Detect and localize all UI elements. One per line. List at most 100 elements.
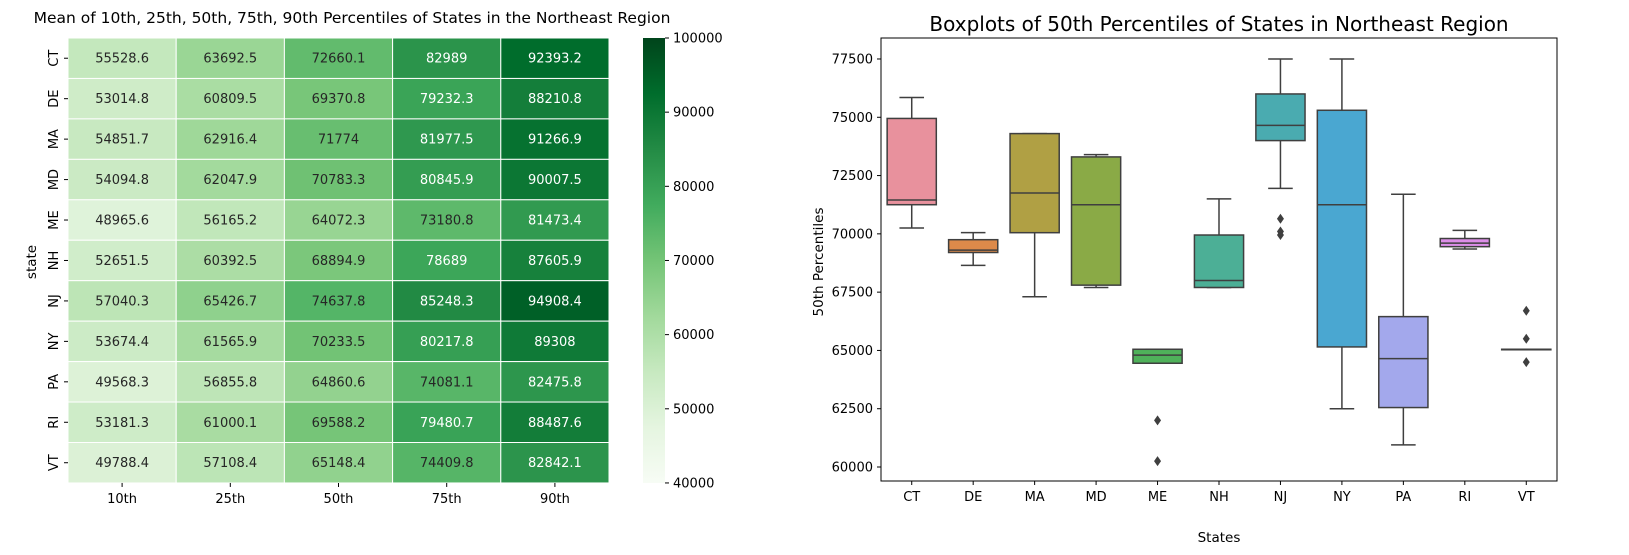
heatmap-cell	[283, 442, 394, 484]
heatmap-cell-labels: 55528.6 63692.5 72660.1 82989 92393.2 53014.8…	[95, 52, 582, 472]
heatmap-cell	[392, 118, 502, 160]
colorbar-tick-label: 100000	[673, 32, 723, 47]
heatmap-cell	[500, 320, 610, 363]
heatmap-cell-label: 70233.5	[312, 335, 366, 350]
boxplot-outlier-point	[1522, 305, 1530, 316]
boxplot-y-ticks: 60000 62500 65000 67500 70000 72500 75000 77500	[832, 52, 881, 476]
colorbar-tick-label: 60000	[673, 328, 714, 343]
colorbar-tick-label: 70000	[673, 254, 714, 269]
heatmap-cell	[175, 118, 285, 160]
boxplot-iqr-box	[1378, 315, 1429, 409]
heatmap-x-ticks: 10th 25th 50th 75th 90th	[107, 482, 570, 507]
heatmap-cell-label: 48965.6	[95, 214, 149, 229]
heatmap-cell-label: 73180.8	[420, 214, 474, 229]
heatmap-x-tick-label: 10th	[107, 492, 137, 507]
boxplot-box-pa	[1378, 193, 1429, 446]
boxplot-x-tick-label: NH	[1209, 490, 1229, 505]
heatmap-cell	[67, 320, 177, 363]
boxplot-x-tick-label: MD	[1085, 490, 1106, 505]
heatmap-cell	[392, 401, 502, 443]
heatmap-cell-label: 64072.3	[312, 214, 366, 229]
heatmap-cell-label: 92393.2	[528, 52, 582, 67]
heatmap-cell-label: 65426.7	[203, 294, 257, 309]
heatmap-cell-label: 78689	[426, 254, 467, 269]
heatmap-cell-label: 88210.8	[528, 92, 582, 107]
boxplot-box-ma	[1009, 132, 1060, 298]
boxplot-boxes	[886, 58, 1552, 467]
heatmap-cell	[67, 442, 177, 484]
heatmap-cell	[500, 199, 610, 241]
heatmap-cell-label: 69370.8	[312, 92, 366, 107]
heatmap-cell-label: 80845.9	[420, 173, 474, 188]
heatmap-y-tick-label: NY	[47, 332, 62, 350]
heatmap-cell-label: 81977.5	[420, 133, 474, 148]
heatmap-cell	[175, 199, 285, 241]
boxplot-outlier-point	[1522, 357, 1530, 368]
heatmap-cell-label: 56165.2	[203, 214, 257, 229]
boxplot-outlier-point	[1154, 456, 1162, 467]
heatmap-y-tick-label: MA	[47, 129, 62, 149]
boxplot-x-tick-label: NJ	[1274, 490, 1288, 505]
heatmap-y-tick-label: MD	[47, 169, 62, 190]
heatmap-cell	[500, 158, 610, 201]
heatmap-cell	[392, 239, 502, 282]
heatmap-cell-label: 54094.8	[95, 173, 149, 188]
boxplot-box-md	[1070, 153, 1122, 289]
heatmap-y-tick-label: DE	[47, 90, 62, 108]
heatmap-cell-label: 87605.9	[528, 254, 582, 269]
heatmap-x-tick-label: 50th	[324, 492, 354, 507]
heatmap-cell	[500, 442, 610, 484]
boxplot-x-tick-label: PA	[1395, 490, 1411, 505]
colorbar-tick-label: 50000	[673, 402, 714, 417]
heatmap-cell-label: 53014.8	[95, 92, 149, 107]
heatmap-cell-label: 69588.2	[312, 416, 366, 431]
heatmap-cell-label: 57040.3	[95, 294, 149, 309]
boxplot-x-tick-label: NY	[1333, 490, 1351, 505]
heatmap-cell	[175, 320, 285, 363]
heatmap-cell	[283, 361, 394, 403]
heatmap-cell	[392, 320, 502, 363]
heatmap-y-tick-label: NH	[47, 251, 62, 271]
heatmap-cell-label: 72660.1	[312, 52, 366, 67]
heatmap-cell-label: 82842.1	[528, 456, 582, 471]
heatmap-x-tick-label: 75th	[432, 492, 462, 507]
heatmap-cell-label: 61565.9	[203, 335, 257, 350]
colorbar-tick-label: 80000	[673, 180, 714, 195]
heatmap-y-axis-label: state	[24, 245, 40, 279]
boxplot-x-tick-label: DE	[964, 490, 982, 505]
boxplot-box-ct	[886, 96, 938, 229]
heatmap-cell	[283, 37, 394, 79]
heatmap-colorbar: 40000 50000 60000 70000 80000 90000 100000	[643, 32, 723, 491]
heatmap-y-tick-label: CT	[47, 50, 62, 67]
heatmap-x-tick-label: 25th	[215, 492, 245, 507]
boxplot-x-tick-label: CT	[903, 490, 920, 505]
heatmap-cell-label: 68894.9	[312, 254, 366, 269]
boxplot-x-tick-label: VT	[1518, 490, 1535, 505]
heatmap-cell	[283, 158, 394, 201]
heatmap-cell-label: 74637.8	[312, 294, 366, 309]
boxplot-iqr-box	[1316, 109, 1368, 348]
boxplot-x-ticks: CT DE MA MD ME NH NJ NY PA RI VT	[903, 481, 1535, 505]
heatmap-cell	[175, 239, 285, 282]
boxplot-box-vt	[1500, 305, 1552, 368]
heatmap-panel: Mean of 10th, 25th, 50th, 75th, 90th Per…	[24, 9, 723, 507]
heatmap-cell	[67, 37, 177, 79]
boxplot-iqr-box	[1193, 234, 1245, 289]
heatmap-cell	[500, 361, 610, 403]
heatmap-cell-label: 71774	[318, 133, 359, 148]
boxplot-x-tick-label: ME	[1148, 490, 1167, 505]
heatmap-cell-label: 85248.3	[420, 294, 474, 309]
heatmap-y-tick-label: PA	[47, 374, 62, 390]
heatmap-cell-label: 61000.1	[203, 416, 257, 431]
boxplot-y-tick-label: 67500	[832, 286, 873, 301]
boxplot-y-tick-label: 60000	[832, 461, 873, 476]
boxplot-iqr-box	[886, 117, 938, 206]
boxplot-iqr-box	[1132, 348, 1183, 365]
colorbar-gradient	[643, 38, 665, 483]
heatmap-cell	[500, 77, 610, 120]
heatmap-y-tick-label: NJ	[47, 294, 62, 308]
boxplot-iqr-box	[1009, 132, 1060, 234]
boxplot-y-tick-label: 65000	[832, 344, 873, 359]
boxplot-title: Boxplots of 50th Percentiles of States i…	[929, 12, 1508, 36]
